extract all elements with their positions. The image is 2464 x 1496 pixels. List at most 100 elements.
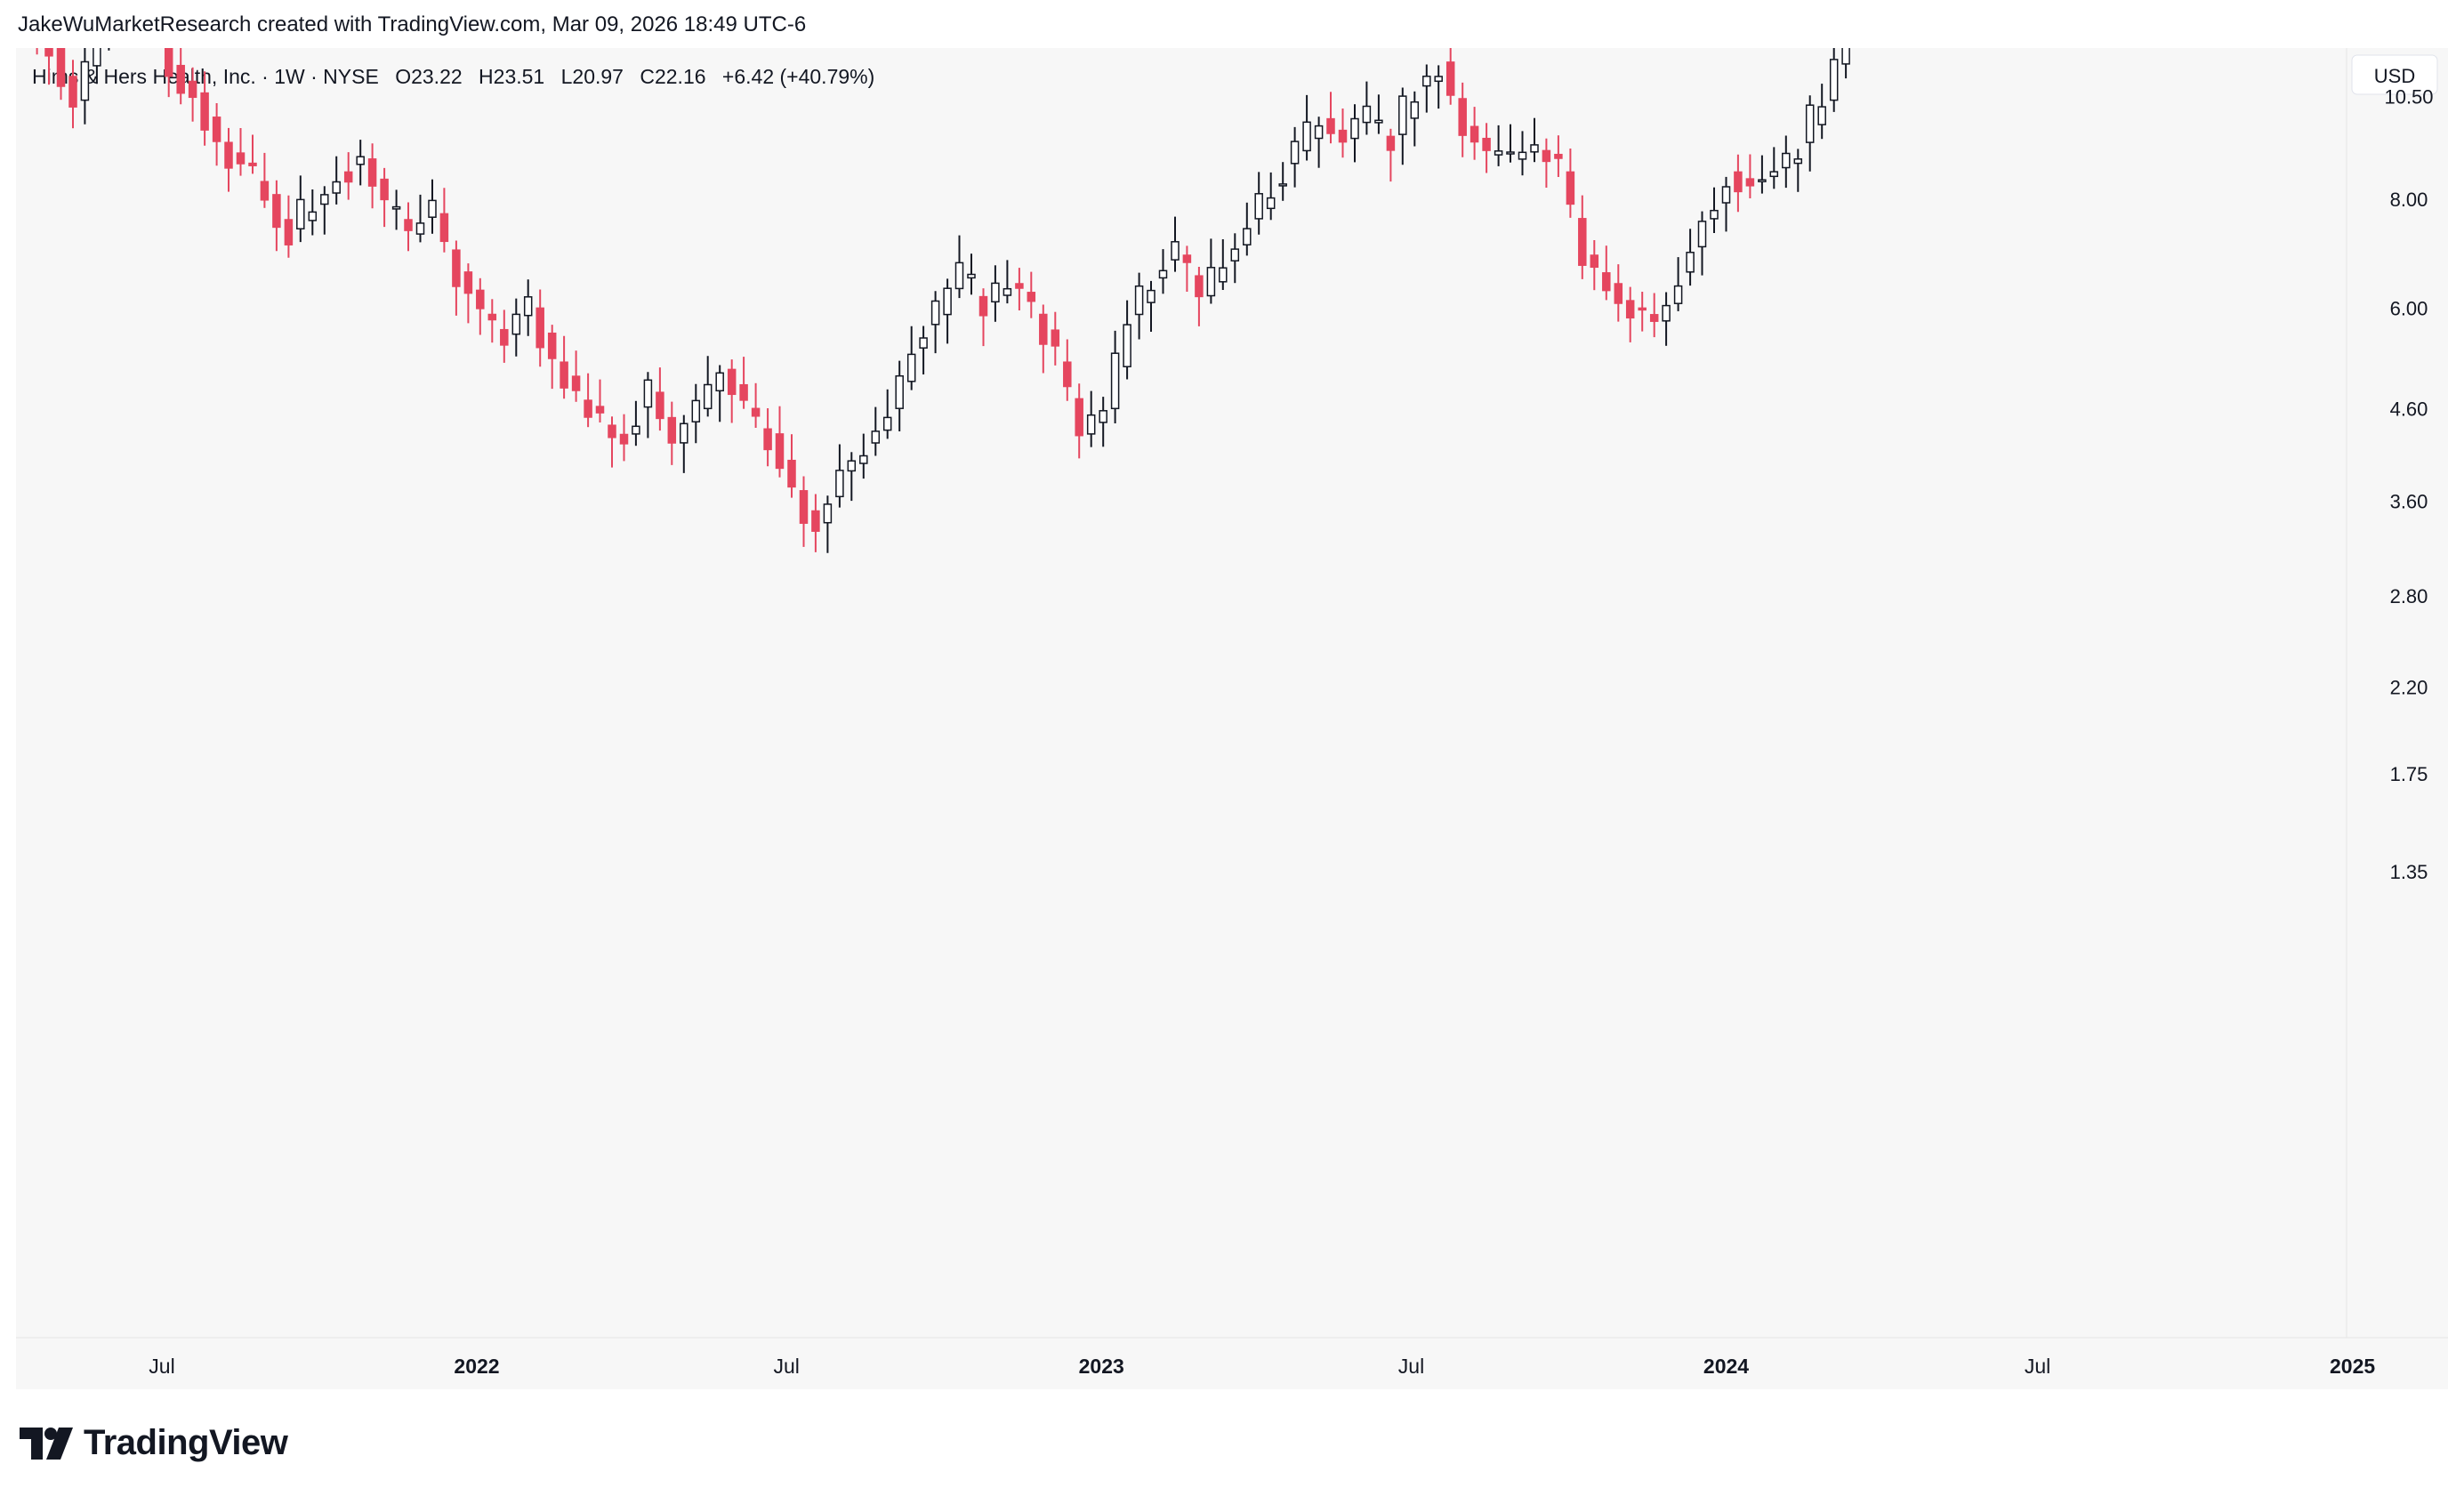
- candle: [308, 189, 318, 236]
- candle: [1458, 82, 1467, 157]
- tradingview-logo-icon: [20, 1427, 73, 1460]
- time-tick-month: Jul: [773, 1355, 799, 1378]
- price-tick-label: 6.00: [2390, 297, 2428, 319]
- candle-body: [560, 361, 568, 389]
- candle: [1278, 162, 1287, 201]
- candle: [1734, 154, 1743, 213]
- candle-body: [535, 307, 544, 349]
- price-tick-label: 4.60: [2390, 398, 2428, 420]
- candle: [608, 416, 616, 468]
- candle-body: [882, 416, 892, 431]
- time-tick-year: 2023: [1079, 1355, 1124, 1378]
- price-tick-label: 1.75: [2390, 763, 2428, 785]
- candle: [1494, 125, 1503, 166]
- candle-body: [523, 296, 533, 317]
- candle-body: [1254, 193, 1263, 220]
- candle: [439, 188, 449, 253]
- candle: [1662, 292, 1671, 346]
- candle: [44, 48, 53, 85]
- candle-body: [847, 460, 857, 472]
- candle-body: [1734, 171, 1743, 193]
- candle: [1123, 300, 1131, 380]
- candle: [1710, 187, 1719, 233]
- chart-caption: JakeWuMarketResearch created with Tradin…: [18, 12, 807, 36]
- candle: [1290, 126, 1300, 188]
- candle: [1266, 172, 1276, 221]
- candle: [1362, 81, 1372, 135]
- candle: [248, 134, 257, 174]
- candle-body: [44, 48, 53, 57]
- candle: [680, 414, 688, 473]
- candle: [511, 298, 521, 357]
- candle-body: [727, 368, 737, 396]
- candle-body: [667, 416, 677, 444]
- candle: [68, 60, 77, 129]
- candle: [320, 186, 329, 235]
- candle: [428, 179, 437, 234]
- candle-body: [1314, 125, 1324, 140]
- candle-body: [1386, 135, 1396, 151]
- price-tick-label: 10.50: [2384, 86, 2433, 109]
- candle: [188, 67, 197, 122]
- chart-panel[interactable]: Hims & Hers Health, Inc. · 1W · NYSE O23…: [16, 48, 2448, 1389]
- candle-body: [1494, 150, 1503, 156]
- candle-body: [80, 60, 90, 101]
- candle: [871, 406, 881, 456]
- tradingview-brand[interactable]: TradingView: [20, 1423, 288, 1463]
- candle: [1614, 264, 1623, 322]
- legend-change: +6.42 (+40.79%): [722, 65, 874, 88]
- candle: [715, 365, 724, 422]
- candle-body: [1171, 241, 1180, 261]
- candle: [943, 278, 952, 344]
- legend-close: C22.16: [640, 65, 705, 88]
- candle-body: [296, 198, 305, 229]
- candle-body: [571, 375, 581, 391]
- time-scale[interactable]: Jul2022Jul2023Jul2024Jul2025Jul2026Jul20…: [149, 1355, 2448, 1378]
- candle-body: [1458, 98, 1467, 136]
- candle: [1470, 107, 1479, 160]
- candle-body: [1195, 275, 1204, 298]
- time-tick-month: Jul: [1398, 1355, 1424, 1378]
- candle-body: [1721, 186, 1731, 204]
- candle-body: [1290, 141, 1300, 165]
- candle-body: [1027, 292, 1036, 302]
- candle-body: [859, 454, 868, 464]
- price-chart[interactable]: Hims & Hers Health, Inc. · 1W · NYSE O23…: [16, 48, 2448, 1389]
- candle-body: [1123, 324, 1131, 367]
- candle: [1086, 390, 1096, 447]
- candle: [212, 103, 221, 166]
- candle-body: [1051, 329, 1060, 347]
- candle: [284, 195, 294, 258]
- candle: [93, 48, 101, 84]
- candle: [1745, 154, 1755, 198]
- candle-body: [763, 428, 772, 451]
- candle-body: [1673, 285, 1683, 304]
- currency-button-bg: [2351, 54, 2438, 95]
- candle-body: [1410, 101, 1420, 119]
- legend-high: H23.51: [479, 65, 544, 88]
- candle-body: [1206, 267, 1216, 297]
- currency-button[interactable]: USD: [2351, 54, 2438, 95]
- candle-body: [320, 194, 329, 205]
- candle-body: [1625, 300, 1635, 319]
- candle: [1518, 131, 1527, 176]
- candle-body: [1243, 228, 1252, 245]
- candle: [1386, 128, 1396, 182]
- candle-body: [1506, 151, 1515, 155]
- candle: [1686, 229, 1695, 286]
- candle-body: [1063, 361, 1072, 388]
- candle-body: [715, 372, 724, 392]
- candle: [200, 71, 209, 146]
- candle: [1721, 176, 1731, 232]
- candle: [487, 299, 497, 343]
- candle: [906, 326, 916, 390]
- candle-body: [643, 379, 653, 408]
- candle: [1003, 260, 1012, 304]
- price-scale[interactable]: 220.00170.00130.00100.0075.0059.0046.503…: [2352, 48, 2448, 884]
- chart-legend: Hims & Hers Health, Inc. · 1W · NYSE O23…: [32, 65, 874, 88]
- candle: [775, 406, 785, 478]
- candle: [967, 253, 976, 295]
- candle: [882, 389, 892, 439]
- candle-body: [1769, 171, 1779, 178]
- candle: [535, 289, 544, 367]
